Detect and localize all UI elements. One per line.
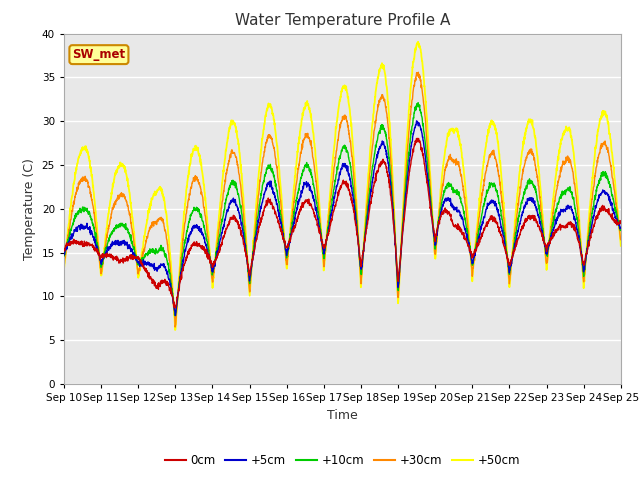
+10cm	[216, 232, 223, 238]
+5cm	[216, 240, 223, 245]
+5cm	[505, 264, 513, 270]
+50cm	[216, 207, 223, 213]
0cm	[359, 253, 367, 259]
+50cm	[172, 327, 179, 333]
Line: +5cm: +5cm	[64, 121, 621, 315]
0cm	[584, 247, 591, 252]
+50cm	[60, 265, 68, 271]
+30cm	[172, 324, 179, 330]
+30cm	[371, 125, 379, 131]
+5cm	[359, 257, 367, 263]
+10cm	[371, 151, 379, 156]
+10cm	[584, 243, 591, 249]
Line: +50cm: +50cm	[64, 42, 621, 330]
+10cm	[414, 100, 422, 106]
+5cm	[413, 118, 420, 124]
X-axis label: Time: Time	[327, 408, 358, 421]
+10cm	[505, 263, 513, 269]
+50cm	[359, 256, 367, 262]
+30cm	[505, 273, 513, 278]
Text: SW_met: SW_met	[72, 48, 125, 61]
+5cm	[60, 252, 68, 258]
+5cm	[617, 225, 625, 230]
+10cm	[359, 255, 367, 261]
+30cm	[60, 264, 68, 270]
0cm	[371, 180, 379, 186]
Legend: 0cm, +5cm, +10cm, +30cm, +50cm: 0cm, +5cm, +10cm, +30cm, +50cm	[160, 449, 525, 472]
0cm	[172, 305, 179, 311]
+10cm	[568, 189, 576, 195]
Title: Water Temperature Profile A: Water Temperature Profile A	[235, 13, 450, 28]
Line: +10cm: +10cm	[64, 103, 621, 316]
+30cm	[415, 70, 422, 75]
+50cm	[505, 274, 513, 279]
+5cm	[371, 163, 379, 169]
+5cm	[568, 206, 576, 212]
0cm	[216, 249, 223, 255]
0cm	[505, 259, 513, 265]
+50cm	[617, 243, 625, 249]
+50cm	[568, 137, 576, 143]
+30cm	[584, 241, 591, 247]
Line: 0cm: 0cm	[64, 138, 621, 308]
0cm	[617, 219, 625, 225]
+5cm	[172, 312, 179, 318]
0cm	[568, 221, 576, 227]
+10cm	[60, 253, 68, 259]
+50cm	[371, 99, 379, 105]
+30cm	[568, 166, 576, 171]
+30cm	[359, 258, 367, 264]
+30cm	[216, 219, 223, 225]
+10cm	[172, 313, 179, 319]
0cm	[60, 246, 68, 252]
0cm	[414, 135, 422, 141]
+50cm	[584, 233, 591, 239]
Y-axis label: Temperature (C): Temperature (C)	[23, 158, 36, 260]
+10cm	[617, 226, 625, 232]
+30cm	[617, 237, 625, 242]
+5cm	[584, 246, 591, 252]
+50cm	[414, 39, 422, 45]
Line: +30cm: +30cm	[64, 72, 621, 327]
